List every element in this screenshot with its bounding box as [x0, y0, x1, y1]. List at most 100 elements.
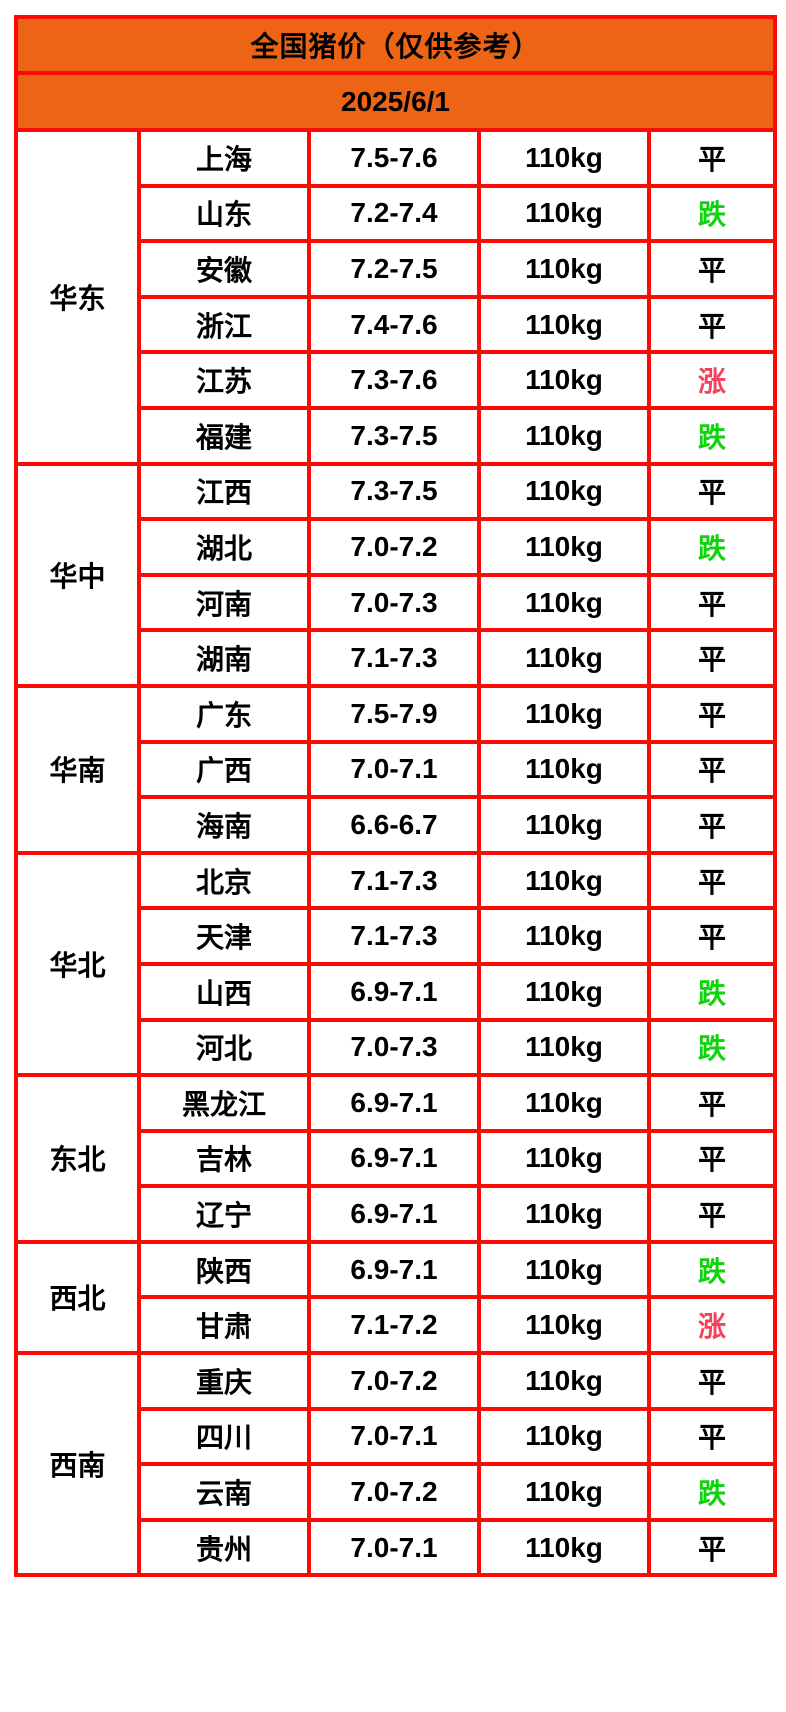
price-cell: 7.5-7.9 — [307, 683, 481, 744]
table-row: 江苏 7.3-7.6 110kg 涨 — [16, 350, 778, 410]
table-row: 山西 6.9-7.1 110kg 跌 — [16, 961, 778, 1022]
price-cell: 7.1-7.3 — [307, 906, 481, 966]
price-cell: 7.0-7.1 — [307, 1517, 481, 1578]
status-cell: 平 — [646, 739, 778, 800]
weight-cell: 110kg — [477, 906, 651, 966]
table-title: 全国猪价（仅供参考） — [13, 15, 778, 75]
price-cell: 7.0-7.3 — [307, 572, 481, 633]
price-cell: 7.3-7.5 — [307, 405, 481, 466]
region-cell: 华南 — [14, 683, 141, 855]
price-cell: 7.0-7.3 — [307, 1017, 481, 1078]
province-cell: 河北 — [137, 1017, 311, 1078]
table-row: 东北 黑龙江 6.9-7.1 110kg 平 — [14, 1073, 778, 1244]
table-row: 华北 北京 7.1-7.3 110kg 平 — [14, 850, 778, 1078]
table-row: 湖南 7.1-7.3 110kg 平 — [16, 628, 778, 688]
table-row: 辽宁 6.9-7.1 110kg 平 — [16, 1184, 778, 1244]
price-cell: 7.0-7.1 — [307, 1406, 481, 1467]
province-cell: 甘肃 — [137, 1295, 311, 1356]
status-cell: 平 — [646, 795, 778, 855]
table-row: 浙江 7.4-7.6 110kg 平 — [16, 294, 778, 355]
province-cell: 北京 — [137, 850, 311, 911]
table-row: 湖北 7.0-7.2 110kg 跌 — [16, 517, 778, 577]
weight-cell: 110kg — [477, 405, 651, 466]
weight-cell: 110kg — [477, 739, 651, 800]
province-cell: 上海 — [137, 128, 311, 188]
price-cell: 7.2-7.4 — [307, 183, 481, 244]
price-cell: 6.6-6.7 — [307, 795, 481, 855]
weight-cell: 110kg — [477, 795, 651, 855]
province-cell: 吉林 — [137, 1128, 311, 1189]
status-cell: 跌 — [646, 1017, 778, 1078]
province-cell: 湖南 — [137, 628, 311, 688]
province-cell: 四川 — [137, 1406, 311, 1467]
price-cell: 7.1-7.3 — [307, 628, 481, 688]
price-cell: 6.9-7.1 — [307, 1239, 481, 1300]
price-cell: 7.3-7.5 — [307, 461, 481, 522]
status-cell: 跌 — [646, 1239, 778, 1300]
province-cell: 江苏 — [137, 350, 311, 410]
weight-cell: 110kg — [477, 961, 651, 1022]
region-cell: 华中 — [14, 461, 141, 688]
status-cell: 平 — [646, 461, 778, 522]
table-row: 华中 江西 7.3-7.5 110kg 平 — [14, 461, 778, 688]
table-row: 广西 7.0-7.1 110kg 平 — [16, 739, 778, 800]
price-cell: 7.2-7.5 — [307, 239, 481, 299]
price-cell: 6.9-7.1 — [307, 961, 481, 1022]
weight-cell: 110kg — [477, 1406, 651, 1467]
price-cell: 7.0-7.2 — [307, 1351, 481, 1411]
province-cell: 山西 — [137, 961, 311, 1022]
price-cell: 7.1-7.3 — [307, 850, 481, 911]
province-cell: 贵州 — [137, 1517, 311, 1578]
weight-cell: 110kg — [477, 1184, 651, 1244]
weight-cell: 110kg — [477, 1128, 651, 1189]
status-cell: 涨 — [646, 350, 778, 410]
weight-cell: 110kg — [477, 1239, 651, 1300]
table-row: 福建 7.3-7.5 110kg 跌 — [16, 405, 778, 466]
price-cell: 6.9-7.1 — [307, 1128, 481, 1189]
date-row: 2025/6/1 — [13, 71, 778, 132]
price-cell: 7.3-7.6 — [307, 350, 481, 410]
status-cell: 平 — [646, 1128, 778, 1189]
province-cell: 河南 — [137, 572, 311, 633]
price-cell: 6.9-7.1 — [307, 1184, 481, 1244]
region-cell: 东北 — [14, 1073, 141, 1244]
price-cell: 7.4-7.6 — [307, 294, 481, 355]
status-cell: 跌 — [646, 1462, 778, 1522]
table-row: 西南 重庆 7.0-7.2 110kg 平 — [14, 1351, 778, 1578]
status-cell: 跌 — [646, 183, 778, 244]
province-cell: 云南 — [137, 1462, 311, 1522]
table-body: 华东 上海 7.5-7.6 110kg 平山东 7.2-7.4 110kg 跌安徽 7.2-7.… — [14, 128, 778, 1578]
status-cell: 平 — [646, 128, 778, 188]
table-row: 海南 6.6-6.7 110kg 平 — [16, 795, 778, 855]
title-row: 全国猪价（仅供参考） — [13, 15, 778, 75]
table-row: 天津 7.1-7.3 110kg 平 — [16, 906, 778, 966]
status-cell: 平 — [646, 1184, 778, 1244]
weight-cell: 110kg — [477, 1351, 651, 1411]
table-row: 吉林 6.9-7.1 110kg 平 — [16, 1128, 778, 1189]
weight-cell: 110kg — [477, 294, 651, 355]
province-cell: 黑龙江 — [137, 1073, 311, 1133]
price-cell: 6.9-7.1 — [307, 1073, 481, 1133]
region-cell: 西南 — [14, 1351, 141, 1578]
province-cell: 江西 — [137, 461, 311, 522]
table-row: 华东 上海 7.5-7.6 110kg 平 — [14, 128, 778, 466]
province-cell: 辽宁 — [137, 1184, 311, 1244]
price-cell: 7.1-7.2 — [307, 1295, 481, 1356]
price-cell: 7.0-7.2 — [307, 1462, 481, 1522]
table-row: 贵州 7.0-7.1 110kg 平 — [16, 1517, 778, 1578]
status-cell: 平 — [646, 850, 778, 911]
weight-cell: 110kg — [477, 1295, 651, 1356]
weight-cell: 110kg — [477, 1517, 651, 1578]
price-cell: 7.5-7.6 — [307, 128, 481, 188]
province-cell: 安徽 — [137, 239, 311, 299]
table-row: 甘肃 7.1-7.2 110kg 涨 — [16, 1295, 778, 1356]
status-cell: 平 — [646, 1351, 778, 1411]
weight-cell: 110kg — [477, 461, 651, 522]
weight-cell: 110kg — [477, 1073, 651, 1133]
table-row: 河南 7.0-7.3 110kg 平 — [16, 572, 778, 633]
status-cell: 跌 — [646, 517, 778, 577]
province-cell: 浙江 — [137, 294, 311, 355]
status-cell: 平 — [646, 572, 778, 633]
province-cell: 福建 — [137, 405, 311, 466]
status-cell: 平 — [646, 239, 778, 299]
